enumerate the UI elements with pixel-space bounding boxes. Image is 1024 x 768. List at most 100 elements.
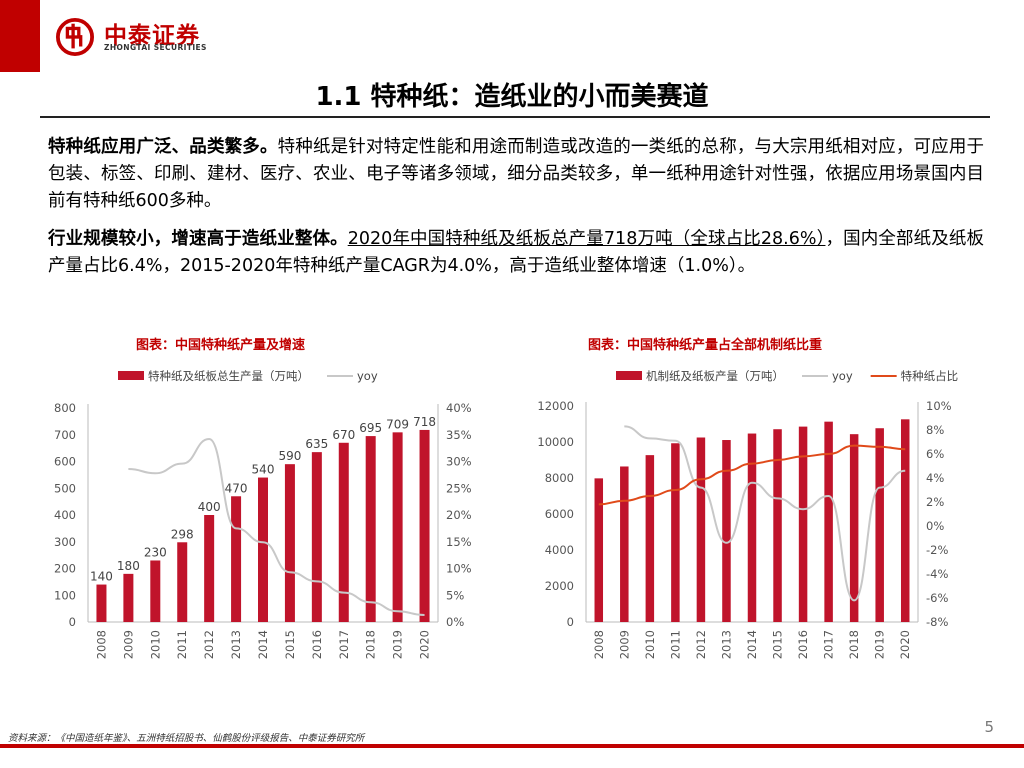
paragraph-2-highlight: 2020年中国特种纸及纸板总产量718万吨（全球占比28.6%） — [347, 229, 826, 249]
bar-data-label: 670 — [332, 428, 355, 442]
bar-data-label: 298 — [171, 527, 194, 541]
bar-data-label: 180 — [117, 559, 140, 573]
bar-data-label: 140 — [90, 570, 113, 584]
bar — [645, 455, 655, 622]
y2-axis-tick-label: 2% — [926, 495, 944, 509]
paragraph-1-lead: 特种纸应用广泛、品类繁多。 — [48, 137, 278, 157]
bar — [849, 434, 859, 622]
legend-label: 特种纸及纸板总生产量（万吨） — [148, 369, 309, 383]
bar — [900, 419, 910, 622]
bar — [96, 584, 107, 622]
y2-axis-tick-label: -6% — [926, 591, 948, 605]
bar — [177, 542, 188, 622]
y2-axis-tick-label: 4% — [926, 471, 944, 485]
x-axis-tick-label: 2012 — [202, 630, 216, 659]
y2-axis-tick-label: 15% — [446, 535, 472, 549]
title-divider — [40, 116, 990, 118]
x-axis-tick-label: 2010 — [148, 630, 162, 659]
y-axis-tick-label: 400 — [54, 508, 76, 522]
series-line-share — [598, 444, 906, 506]
y-axis-tick-label: 0 — [69, 615, 76, 629]
brand-name-cn: 中泰证券 — [104, 23, 200, 49]
y-axis-tick-label: 4000 — [545, 543, 574, 557]
chart-special-paper-share: 机制纸及纸板产量（万吨） yoy 特种纸占比 0 2000 4000 6000 8000 100… — [537, 369, 958, 659]
bar-data-label: 540 — [252, 463, 275, 477]
x-axis-tick-label: 2013 — [719, 630, 733, 659]
legend-swatch-bar — [616, 371, 642, 380]
x-axis-tick-label: 2020 — [418, 630, 432, 659]
y2-axis-tick-label: 8% — [926, 423, 944, 437]
y2-axis-tick-label: 35% — [446, 428, 472, 442]
y2-axis-tick-label: -2% — [926, 543, 948, 557]
y-axis-tick-label: 8000 — [545, 471, 574, 485]
bar-data-label: 635 — [305, 437, 328, 451]
bar — [392, 432, 403, 622]
x-axis-tick-label: 2015 — [283, 630, 297, 659]
x-axis-tick-label: 2014 — [745, 630, 759, 659]
bar — [747, 433, 757, 622]
x-axis-tick-label: 2019 — [873, 630, 887, 659]
x-axis-tick-label: 2009 — [617, 630, 631, 659]
bar-data-label: 695 — [359, 421, 382, 435]
y2-axis-tick-label: 25% — [446, 481, 472, 495]
header-accent-bar — [0, 0, 40, 72]
legend-swatch-bar — [118, 371, 144, 380]
y-axis-tick-label: 2000 — [545, 579, 574, 593]
series-line-yoy — [624, 425, 906, 602]
y-axis-tick-label: 500 — [54, 481, 76, 495]
bar — [875, 428, 884, 622]
bar — [419, 429, 430, 622]
paragraph-2-body: ，国内全部纸及纸板产量占比6.4%，2015-2020年特种纸产量CAGR为4.… — [48, 229, 985, 276]
y-axis-tick-label: 600 — [54, 455, 76, 469]
y-axis-tick-label: 800 — [54, 401, 76, 415]
page-title: 1.1 特种纸：造纸业的小而美赛道 — [315, 82, 709, 112]
x-axis-tick-label: 2015 — [771, 630, 785, 659]
x-axis-tick-label: 2018 — [364, 630, 378, 659]
y-axis-tick-label: 12000 — [537, 399, 574, 413]
y-axis-tick-label: 10000 — [537, 435, 574, 449]
brand-logo-icon — [56, 18, 94, 56]
bar-data-label: 709 — [386, 417, 409, 431]
x-axis-tick-label: 2018 — [847, 630, 861, 659]
paragraph-1-body: 特种纸是针对特定性能和用途而制造或改造的一类纸的总称，与大宗用纸相对应，可应用于… — [48, 137, 984, 211]
brand-name-en: ZHONGTAI SECURITIES — [104, 43, 207, 52]
bar — [123, 573, 134, 622]
bar-data-label: 718 — [413, 415, 436, 429]
bar — [284, 464, 295, 622]
y2-axis-tick-label: 20% — [446, 508, 472, 522]
bar — [231, 496, 242, 622]
x-axis-tick-label: 2011 — [668, 630, 682, 659]
x-axis-tick-label: 2019 — [391, 630, 405, 659]
chart-special-paper-output: 特种纸及纸板总生产量（万吨） yoy 0 100 200 300 400 500 600 700 8… — [54, 369, 472, 659]
y2-axis-tick-label: 0% — [926, 519, 944, 533]
bar — [620, 466, 629, 622]
y2-axis-tick-label: 6% — [926, 447, 944, 461]
legend-label: 机制纸及纸板产量（万吨） — [646, 369, 784, 383]
bar — [696, 437, 706, 622]
page-number: 5 — [984, 718, 994, 736]
x-axis-tick-label: 2011 — [175, 630, 189, 659]
bar — [150, 560, 161, 622]
chart-1-title: 图表：中国特种纸产量及增速 — [136, 338, 306, 353]
legend-label: yoy — [357, 369, 378, 383]
y-axis-tick-label: 700 — [54, 428, 76, 442]
x-axis-tick-label: 2010 — [643, 630, 657, 659]
bar-data-label: 470 — [225, 481, 248, 495]
x-axis-tick-label: 2017 — [337, 630, 351, 659]
source-note: 资料来源：《中国造纸年鉴》、五洲特纸招股书、仙鹤股份评级报告、中泰证券研究所 — [8, 733, 365, 744]
y2-axis-tick-label: 40% — [446, 401, 472, 415]
y-axis-tick-label: 6000 — [545, 507, 574, 521]
bar — [798, 426, 808, 622]
y-axis-tick-label: 200 — [54, 562, 76, 576]
y-axis-tick-label: 0 — [567, 615, 574, 629]
y2-axis-tick-label: 10% — [446, 562, 472, 576]
paragraph-2-lead: 行业规模较小，增速高于造纸业整体。 — [48, 229, 348, 249]
y2-axis-tick-label: 30% — [446, 455, 472, 469]
y2-axis-tick-label: 10% — [926, 399, 952, 413]
x-axis-tick-label: 2016 — [796, 630, 810, 659]
x-axis-tick-label: 2008 — [592, 630, 606, 659]
bar — [824, 421, 833, 622]
paragraph-1: 特种纸应用广泛、品类繁多。特种纸是针对特定性能和用途而制造或改造的一类纸的总称，… — [48, 134, 984, 215]
y2-axis-tick-label: -8% — [926, 615, 948, 629]
bar — [311, 452, 322, 622]
